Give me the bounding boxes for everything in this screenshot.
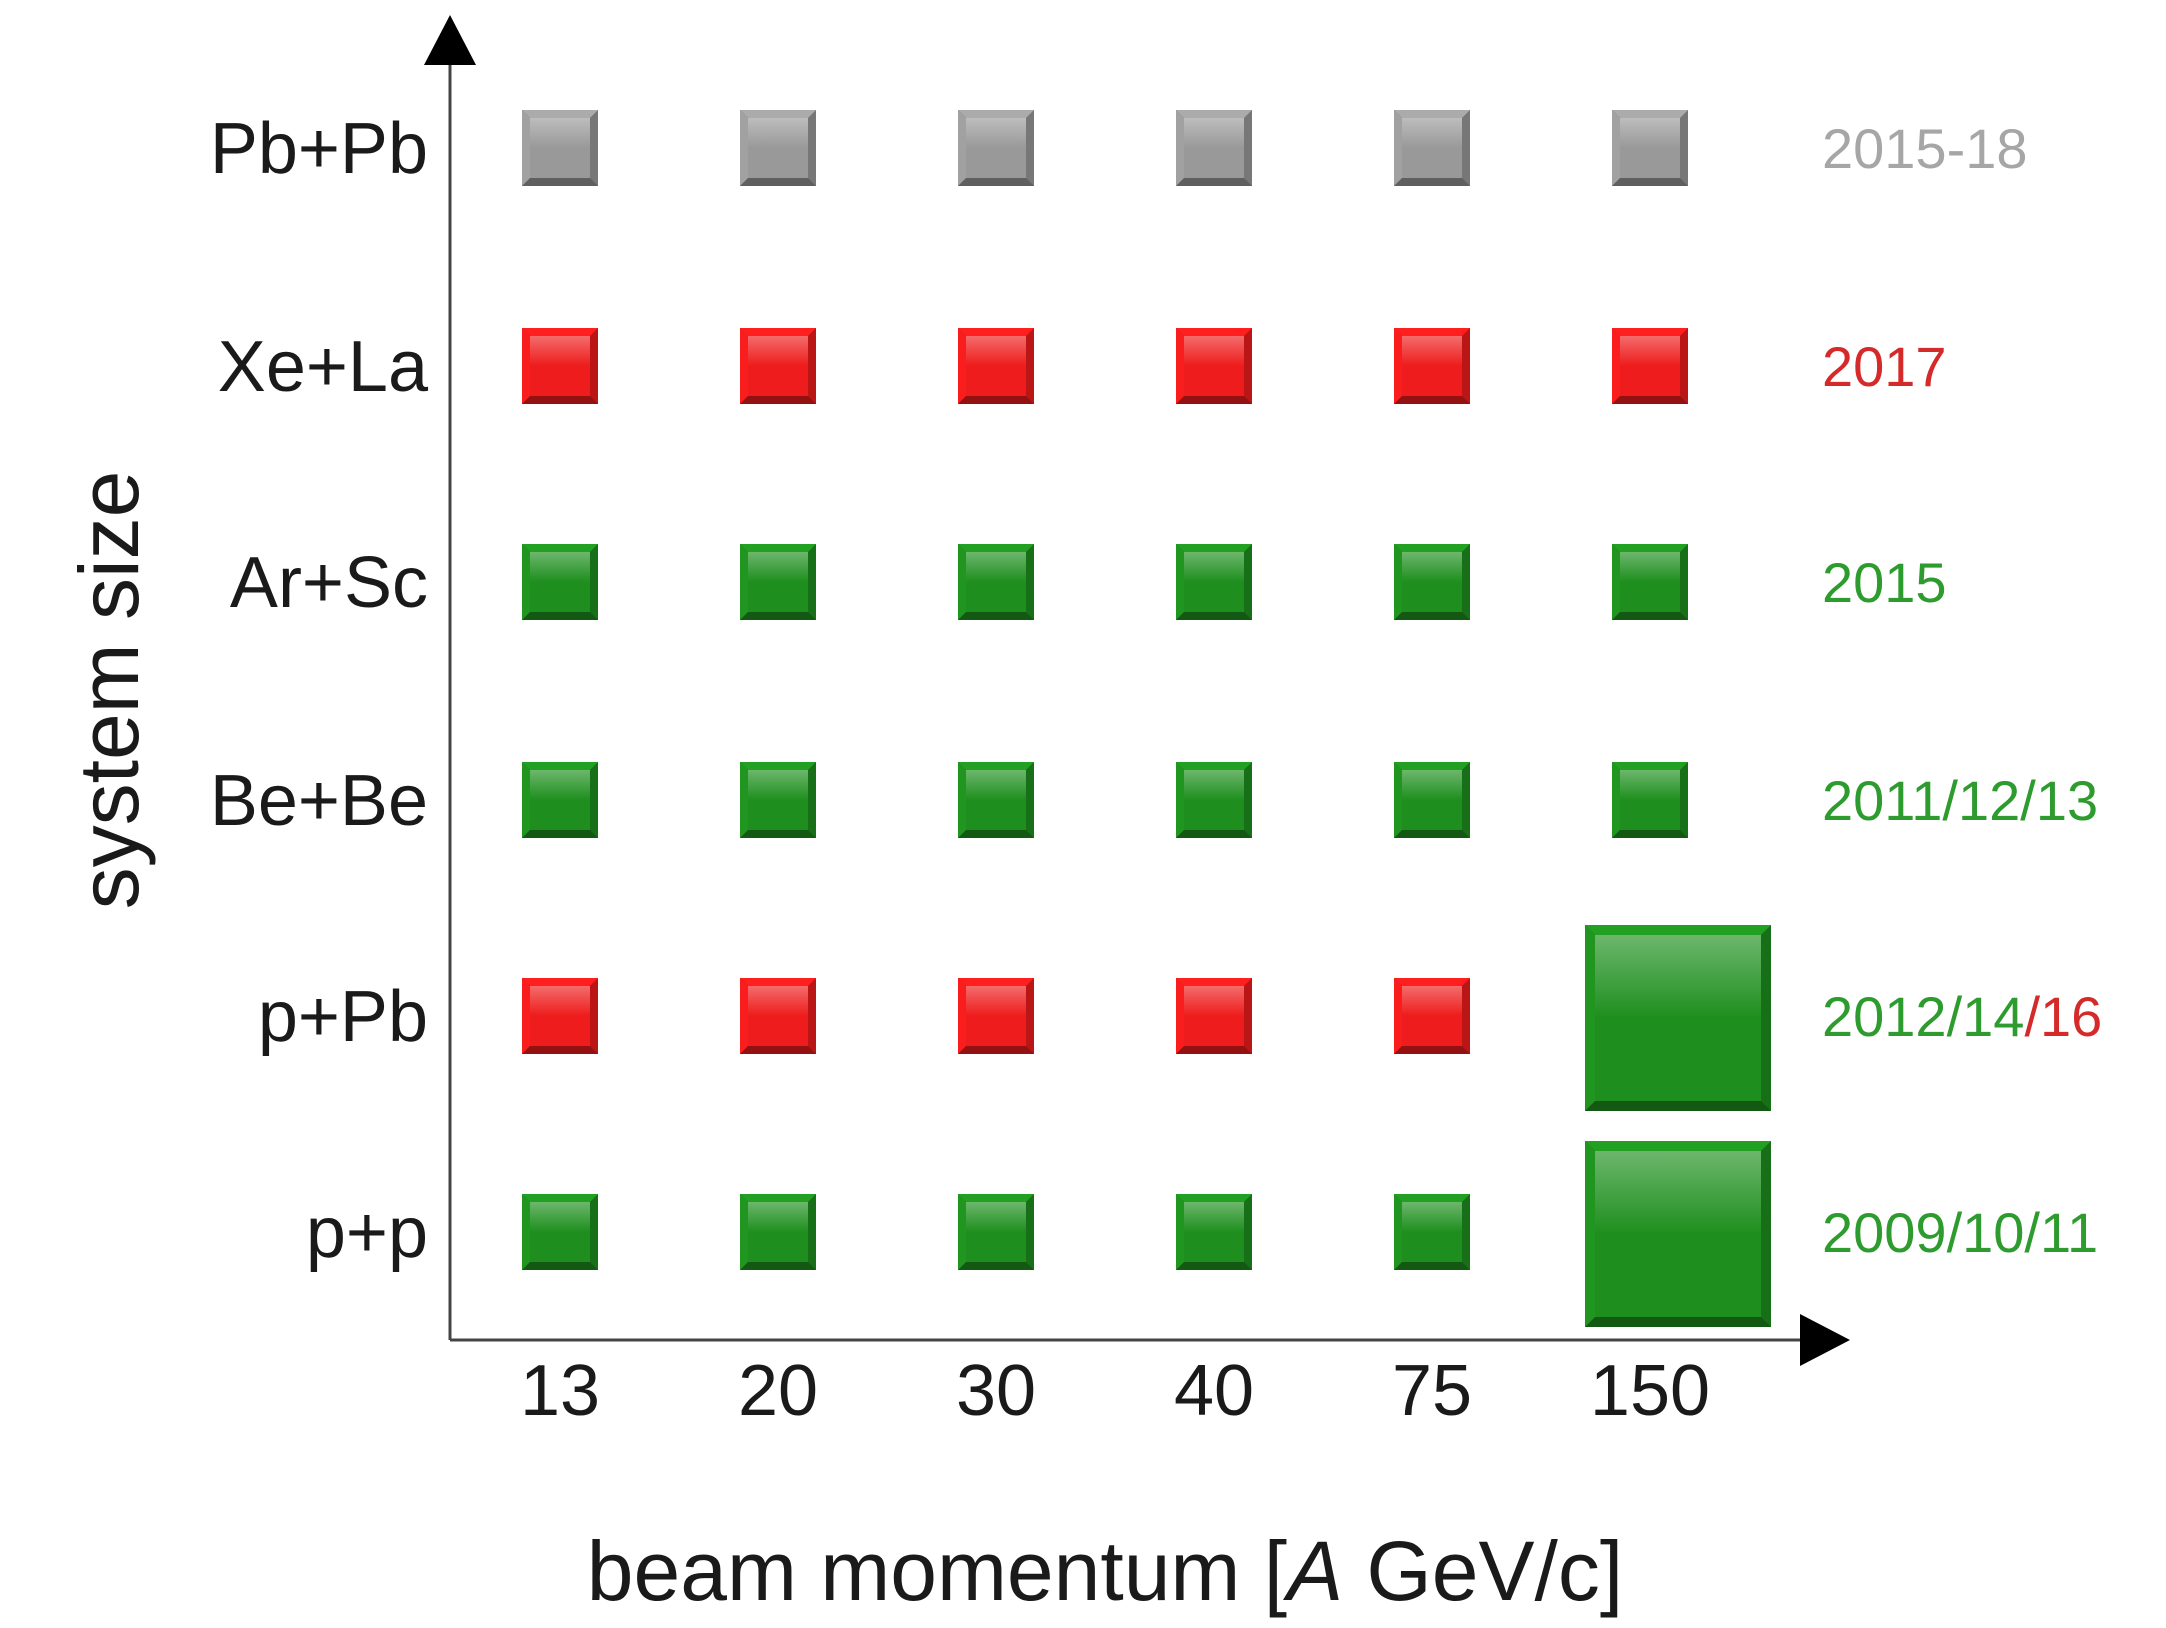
y-tick-label: Be+Be [210,761,428,841]
cell-marker [522,1194,598,1270]
cell-marker [1394,978,1470,1054]
x-axis-title-part-1: beam momentum [ [587,1524,1287,1618]
x-axis-title-part-2: A [1282,1524,1343,1618]
cell-marker [1585,1141,1771,1327]
x-axis-title-part-3: GeV/c] [1343,1524,1623,1618]
x-tick-label: 40 [1174,1351,1254,1431]
cell-marker [1612,762,1688,838]
cell-marker [740,110,816,186]
cell-marker [1394,110,1470,186]
year-label: 2009/10/11 [1822,1201,2098,1264]
year-label: 2015 [1822,551,1947,614]
year-label-part: 2015-18 [1822,117,2028,180]
cell-marker [1176,328,1252,404]
year-label-part: 2009/10/11 [1822,1201,2098,1264]
data-cells [522,110,1771,1327]
cell-marker [1394,544,1470,620]
year-labels: 2015-18 2017 2015 2011/12/13 2012/14/16 2009/… [1822,117,2102,1264]
x-axis-arrow [1800,1314,1850,1366]
year-label-part: 2017 [1822,335,1947,398]
cell-marker [740,1194,816,1270]
y-tick-label: p+Pb [258,977,428,1057]
cell-marker [958,1194,1034,1270]
cell-marker [522,978,598,1054]
x-tick-label: 30 [956,1351,1036,1431]
cell-marker [1585,925,1771,1111]
y-tick-label: Xe+La [218,327,429,407]
cell-marker [1394,328,1470,404]
year-label-part: /16 [2024,985,2102,1048]
cell-marker [740,978,816,1054]
cell-marker [740,328,816,404]
cell-marker [1176,1194,1252,1270]
cell-marker [1176,762,1252,838]
year-label: 2012/14/16 [1822,985,2102,1048]
cell-marker [522,762,598,838]
cell-marker [958,762,1034,838]
y-tick-label: Pb+Pb [210,109,428,189]
y-tick-labels: Pb+Pb Xe+La Ar+Sc Be+Be p+Pb p+p [210,109,429,1273]
x-tick-label: 20 [738,1351,818,1431]
cell-marker [958,544,1034,620]
x-axis-title: beam momentum [A GeV/c] [587,1524,1623,1618]
y-tick-label: Ar+Sc [230,543,428,623]
cell-marker [1176,544,1252,620]
year-label: 2015-18 [1822,117,2028,180]
x-tick-label: 75 [1392,1351,1472,1431]
cell-marker [522,328,598,404]
y-tick-label: p+p [306,1193,428,1273]
cell-marker [522,544,598,620]
year-label: 2011/12/13 [1822,769,2098,832]
cell-marker [1394,1194,1470,1270]
y-axis-title: system size [62,471,156,910]
cell-marker [1612,110,1688,186]
x-tick-label: 13 [520,1351,600,1431]
x-tick-label: 150 [1590,1351,1710,1431]
cell-marker [740,762,816,838]
cell-marker [958,978,1034,1054]
x-tick-labels: 13 20 30 40 75 150 [520,1351,1710,1431]
cell-marker [1394,762,1470,838]
cell-marker [1612,328,1688,404]
year-label-part: 2011/12/13 [1822,769,2098,832]
year-label-part: 2012/14 [1822,985,2024,1048]
cell-marker [1176,978,1252,1054]
y-axis-arrow [424,15,476,65]
cell-marker [958,110,1034,186]
year-label-part: 2015 [1822,551,1947,614]
year-label: 2017 [1822,335,1947,398]
cell-marker [522,110,598,186]
cell-marker [1176,110,1252,186]
cell-marker [1612,544,1688,620]
cell-marker [958,328,1034,404]
cell-marker [740,544,816,620]
